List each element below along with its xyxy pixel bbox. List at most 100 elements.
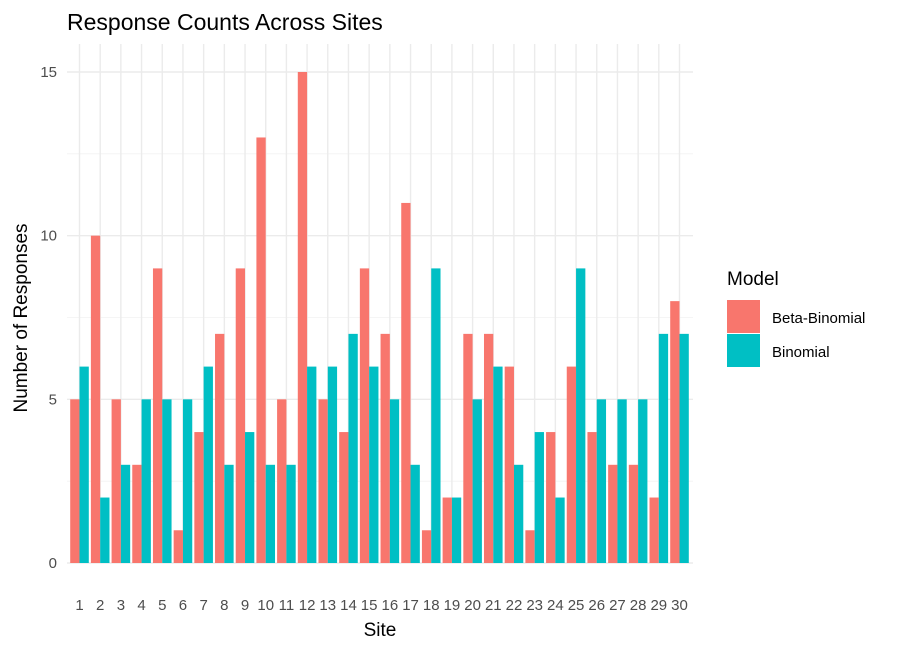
legend: Model Beta-Binomial Binomial [727, 269, 865, 367]
bars [70, 72, 689, 563]
x-tick-label: 28 [630, 597, 647, 614]
legend-label-binomial: Binomial [772, 344, 830, 361]
x-tick-label: 1 [75, 597, 83, 614]
bar-beta-binomial-site-25 [566, 366, 577, 563]
bar-binomial-site-7 [203, 366, 213, 563]
bar-beta-binomial-site-26 [587, 432, 597, 563]
x-tick-label: 24 [547, 597, 564, 614]
x-tick-label: 27 [609, 597, 626, 614]
x-tick-label: 6 [179, 597, 187, 614]
x-tick-label: 23 [526, 597, 543, 614]
bar-beta-binomial-site-24 [546, 432, 556, 563]
x-tick-label: 26 [588, 597, 605, 614]
chart-title: Response Counts Across Sites [67, 9, 383, 35]
bar-beta-binomial-site-23 [525, 530, 535, 563]
x-tick-label: 2 [96, 597, 104, 614]
bar-binomial-site-5 [162, 399, 172, 563]
x-tick-label: 16 [382, 597, 399, 614]
bar-beta-binomial-site-22 [504, 366, 514, 563]
bar-beta-binomial-site-5 [152, 268, 163, 563]
x-tick-label: 13 [319, 597, 336, 614]
x-tick-label: 3 [117, 597, 125, 614]
bar-beta-binomial-site-3 [111, 399, 121, 563]
bar-beta-binomial-site-21 [483, 333, 494, 563]
bar-binomial-site-27 [617, 399, 627, 563]
bar-beta-binomial-site-19 [442, 497, 452, 563]
bar-binomial-site-16 [389, 399, 400, 563]
bar-beta-binomial-site-17 [401, 202, 411, 563]
bar-binomial-site-10 [265, 464, 276, 563]
bar-beta-binomial-site-16 [380, 333, 390, 563]
bar-beta-binomial-site-18 [421, 530, 432, 563]
bar-binomial-site-26 [596, 399, 607, 563]
x-tick-label: 20 [464, 597, 481, 614]
bar-beta-binomial-site-15 [359, 268, 370, 563]
bar-beta-binomial-site-2 [90, 235, 101, 563]
bar-binomial-site-23 [534, 432, 544, 563]
bar-binomial-site-11 [286, 464, 296, 563]
x-tick-label: 9 [241, 597, 249, 614]
bar-binomial-site-8 [224, 464, 234, 563]
x-axis-title: Site [364, 620, 397, 641]
bar-binomial-site-22 [513, 464, 524, 563]
bar-binomial-site-29 [658, 333, 669, 563]
bar-binomial-site-6 [182, 399, 193, 563]
x-tick-label: 11 [279, 597, 295, 614]
y-tick-label: 10 [40, 228, 57, 245]
bar-binomial-site-24 [555, 497, 565, 563]
bar-beta-binomial-site-13 [318, 399, 328, 563]
legend-title: Model [727, 269, 779, 290]
bar-beta-binomial-site-8 [215, 333, 225, 563]
bar-beta-binomial-site-20 [463, 333, 473, 563]
bar-beta-binomial-site-28 [628, 464, 639, 563]
bar-binomial-site-21 [493, 366, 503, 563]
y-tick-label: 0 [49, 555, 57, 572]
x-tick-label: 25 [568, 597, 585, 614]
bar-beta-binomial-site-29 [649, 497, 659, 563]
x-tick-label: 18 [423, 597, 440, 614]
x-tick-label: 8 [220, 597, 228, 614]
x-tick-label: 30 [671, 597, 688, 614]
x-axis-ticks: 1 2 3 4 5 6 7 8 9 10 11 12 13 14 15 16 17 18 19 20 21 22 23 24 2… [75, 597, 688, 614]
bar-binomial-site-30 [679, 333, 689, 563]
y-axis-title: Number of Responses [11, 223, 32, 412]
legend-key-beta-binomial [727, 300, 760, 333]
y-tick-label: 5 [49, 391, 57, 408]
x-tick-label: 22 [506, 597, 523, 614]
bar-binomial-site-19 [451, 497, 462, 563]
x-tick-label: 15 [361, 597, 378, 614]
bar-beta-binomial-site-10 [256, 137, 266, 563]
x-tick-label: 7 [199, 597, 207, 614]
bar-beta-binomial-site-30 [670, 301, 680, 563]
x-tick-label: 12 [299, 597, 316, 614]
x-tick-label: 10 [257, 597, 274, 614]
bar-binomial-site-4 [141, 399, 151, 563]
bar-binomial-site-14 [348, 333, 358, 563]
bar-binomial-site-13 [327, 366, 338, 563]
x-tick-label: 4 [137, 597, 145, 614]
legend-key-binomial [727, 334, 760, 367]
bar-binomial-site-3 [120, 464, 131, 563]
bar-binomial-site-18 [431, 268, 441, 563]
bar-binomial-site-9 [245, 432, 255, 563]
x-tick-label: 21 [485, 597, 502, 614]
bar-binomial-site-2 [100, 497, 110, 563]
bar-beta-binomial-site-4 [132, 464, 142, 563]
x-tick-label: 19 [444, 597, 461, 614]
bar-beta-binomial-site-7 [194, 432, 204, 563]
x-tick-label: 17 [402, 597, 419, 614]
bar-binomial-site-12 [307, 366, 317, 563]
bar-beta-binomial-site-27 [608, 464, 618, 563]
bar-binomial-site-28 [638, 399, 648, 563]
y-axis-ticks: 0 5 10 15 [40, 64, 57, 572]
bar-beta-binomial-site-6 [173, 530, 183, 563]
bar-beta-binomial-site-12 [297, 72, 308, 563]
bar-beta-binomial-site-11 [277, 399, 287, 563]
x-tick-label: 29 [650, 597, 667, 614]
bar-binomial-site-20 [472, 399, 482, 563]
bar-beta-binomial-site-9 [235, 268, 246, 563]
bar-binomial-site-25 [576, 268, 586, 563]
bar-binomial-site-15 [369, 366, 379, 563]
y-tick-label: 15 [40, 64, 57, 81]
